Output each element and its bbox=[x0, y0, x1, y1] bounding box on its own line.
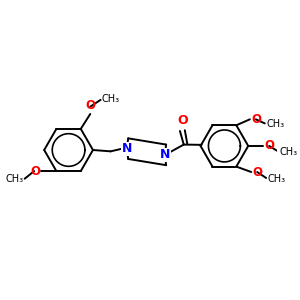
Text: CH₃: CH₃ bbox=[268, 174, 286, 184]
Text: CH₃: CH₃ bbox=[102, 94, 120, 104]
Text: N: N bbox=[160, 148, 170, 161]
Text: CH₃: CH₃ bbox=[279, 147, 298, 157]
Text: O: O bbox=[85, 99, 95, 112]
Text: N: N bbox=[122, 142, 132, 155]
Text: CH₃: CH₃ bbox=[266, 119, 284, 129]
Text: O: O bbox=[177, 114, 188, 127]
Text: CH₃: CH₃ bbox=[5, 174, 23, 184]
Text: O: O bbox=[251, 113, 261, 126]
Text: O: O bbox=[265, 140, 275, 152]
Text: O: O bbox=[253, 166, 262, 178]
Text: O: O bbox=[30, 165, 40, 178]
